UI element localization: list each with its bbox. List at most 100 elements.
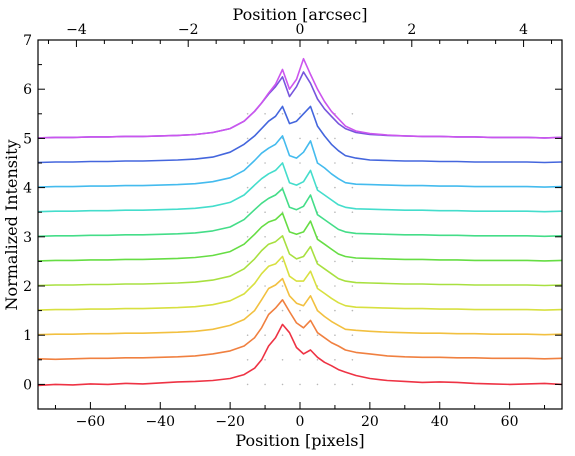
top-tick-label: 4	[519, 22, 528, 38]
y-tick-label: 3	[23, 230, 32, 246]
baseline-dot	[299, 359, 301, 361]
baseline-dot	[316, 359, 319, 361]
baseline-dot	[264, 383, 266, 386]
baseline-dot	[351, 359, 354, 361]
baseline-dot	[246, 383, 249, 386]
baseline-dot	[264, 359, 266, 361]
top-tick-label: −4	[66, 22, 87, 38]
baseline-dot	[351, 309, 354, 312]
y-tick-label: 5	[23, 131, 32, 147]
baseline-dot	[316, 137, 319, 140]
baseline-dot	[246, 309, 249, 312]
y-axis-label: Normalized Intensity	[2, 139, 21, 310]
baseline-dot	[264, 137, 266, 140]
baseline-dot	[264, 260, 266, 263]
baseline-dot	[334, 137, 336, 140]
baseline-dot	[334, 334, 336, 337]
bottom-axis: −60 −40 −20 0 20 40 60	[54, 402, 546, 430]
x-tick-label: −40	[145, 414, 175, 430]
baseline-dot	[246, 285, 249, 287]
x-tick-label: 40	[431, 414, 449, 430]
baseline-dot	[351, 113, 354, 115]
baseline-dot	[351, 211, 354, 213]
spectrum-line-11	[37, 71, 563, 139]
x-tick-label: 60	[501, 414, 519, 430]
baseline-dot	[351, 186, 354, 189]
baseline-dot	[316, 334, 319, 337]
y-tick-label: 0	[23, 377, 32, 393]
baseline-dot	[351, 137, 354, 140]
baseline-dot	[299, 260, 301, 263]
baseline-dot	[246, 162, 249, 164]
y-tick-label: 2	[23, 279, 32, 295]
baseline-dot	[281, 359, 284, 361]
baseline-dot	[281, 285, 284, 287]
baseline-dot	[351, 236, 354, 238]
baseline-dot	[281, 260, 284, 263]
spectrum-line-12	[37, 57, 563, 139]
baseline-dot	[281, 334, 284, 337]
spectrum-line-7	[37, 187, 563, 238]
y-tick-label: 4	[23, 181, 32, 197]
left-axis: 0 1 2 3 4 5 6 7	[23, 33, 562, 410]
y-tick-label: 1	[23, 328, 32, 344]
baseline-dot	[299, 113, 301, 115]
baseline-dot	[281, 309, 284, 312]
baseline-dot	[334, 309, 336, 312]
top-tick-label: 2	[407, 22, 416, 38]
baseline-dot	[334, 162, 336, 164]
baseline-dot	[299, 236, 301, 238]
spectrum-line-9	[37, 135, 563, 188]
baseline-dot	[246, 186, 249, 189]
baseline-dot	[316, 383, 319, 386]
baseline-dot	[334, 186, 336, 189]
baseline-dot	[334, 383, 336, 386]
plot-frame	[37, 39, 563, 410]
baseline-dot	[316, 113, 319, 115]
y-tick-label: 6	[23, 82, 32, 98]
baseline-dot	[351, 285, 354, 287]
baseline-dot	[246, 236, 249, 238]
top-tick-label: −2	[178, 22, 199, 38]
baseline-dot	[246, 260, 249, 263]
baseline-dot	[334, 211, 336, 213]
top-tick-label: 0	[296, 22, 305, 38]
x-tick-label: −60	[76, 414, 106, 430]
baseline-dot	[299, 162, 301, 164]
baseline-dot	[299, 285, 301, 287]
spectrum-line-6	[37, 212, 563, 262]
x-tick-label: 20	[361, 414, 379, 430]
baseline-dot	[281, 113, 284, 115]
spectrum-line-2	[37, 299, 563, 361]
baseline-dot	[334, 236, 336, 238]
baseline-dot	[246, 211, 249, 213]
baseline-dot	[281, 383, 284, 386]
baseline-dot	[264, 162, 266, 164]
y-tick-label: 7	[23, 33, 32, 49]
baseline-dot	[299, 211, 301, 213]
baseline-dot	[351, 162, 354, 164]
baseline-dot	[334, 260, 336, 263]
x-tick-label: 0	[296, 414, 305, 430]
baseline-dot	[299, 137, 301, 140]
spectrum-line-4	[37, 255, 563, 311]
baseline-dot	[264, 211, 266, 213]
baseline-dot	[246, 137, 249, 140]
baseline-dot	[334, 285, 336, 287]
baseline-dot	[299, 383, 301, 386]
baseline-dot	[351, 383, 354, 386]
baseline-dot	[246, 334, 249, 337]
baseline-dot	[246, 113, 249, 115]
x-axis-label: Position [pixels]	[235, 431, 364, 450]
spectrum-line-3	[37, 277, 563, 336]
top-axis-label: Position [arcsec]	[233, 5, 368, 24]
x-tick-label: −20	[215, 414, 245, 430]
series-layer	[37, 57, 563, 387]
spectrum-line-8	[37, 162, 563, 213]
baseline-dot	[264, 113, 266, 115]
baseline-dot	[264, 334, 266, 337]
baseline-dot	[264, 236, 266, 238]
baseline-dot	[351, 260, 354, 263]
spectrum-line-5	[37, 235, 563, 287]
baseline-dot	[264, 309, 266, 312]
